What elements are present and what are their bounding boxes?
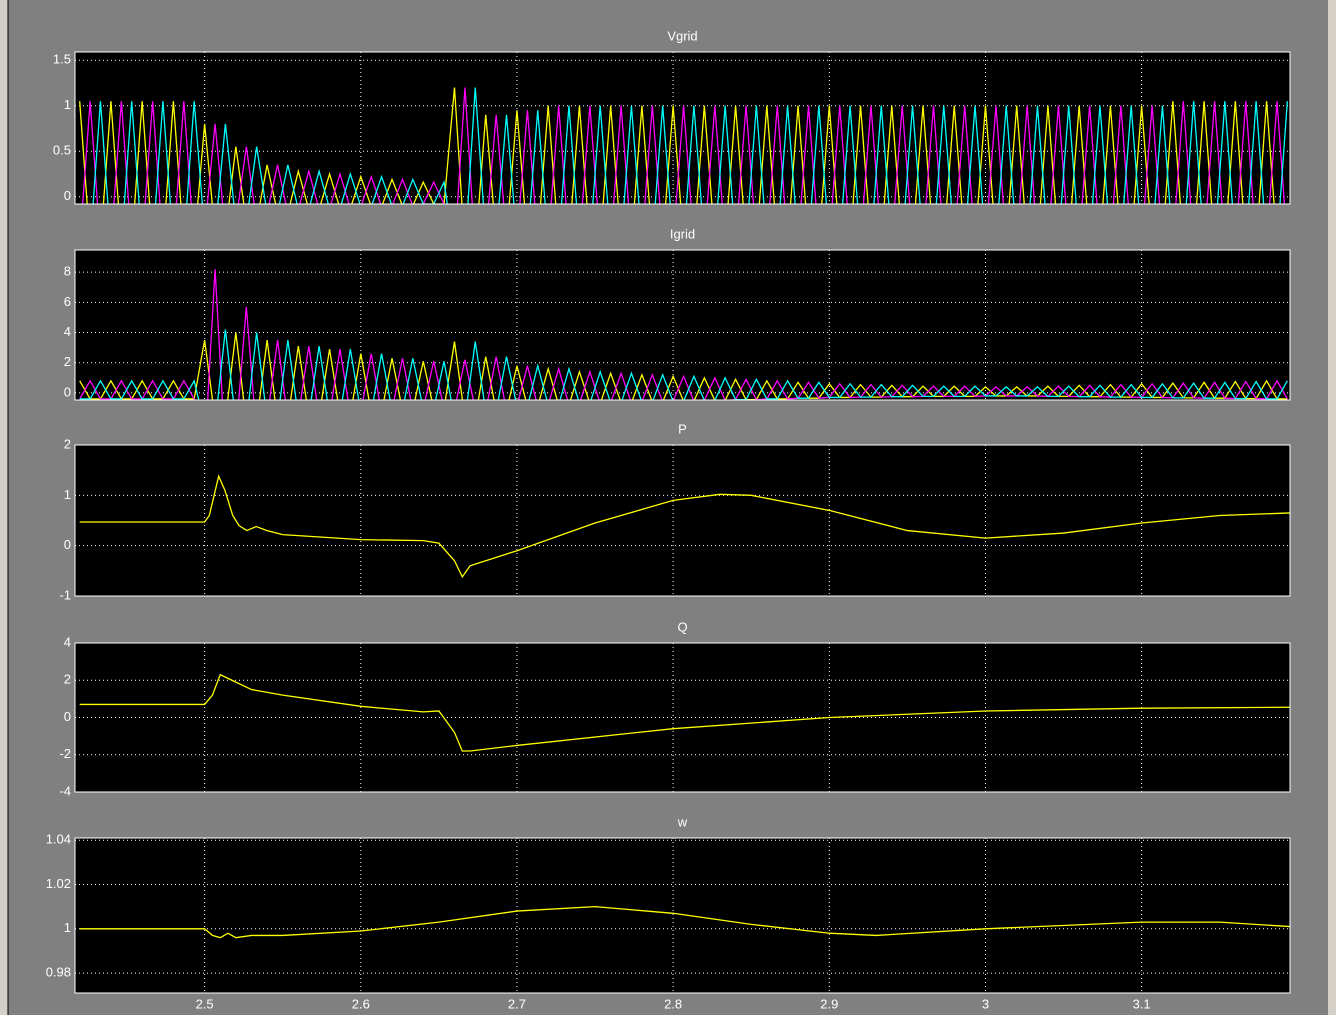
y-tick-label: 1 <box>64 487 71 502</box>
y-tick-label: 0.5 <box>53 143 71 158</box>
plot-border <box>74 837 1291 994</box>
y-tick-label: 0 <box>64 537 71 552</box>
y-tick-label: 2 <box>64 354 71 369</box>
y-tick-label: 1 <box>64 920 71 935</box>
x-tick-label: 2.6 <box>352 996 370 1011</box>
series-line <box>79 329 1288 400</box>
window-edge <box>0 0 8 1015</box>
y-tick-label: 0 <box>64 188 71 203</box>
x-tick-label: 2.9 <box>820 996 838 1011</box>
plot-border <box>74 51 1291 205</box>
y-tick-label: 1.5 <box>53 52 71 67</box>
window-edge-right <box>1328 0 1336 1015</box>
y-tick-label: 8 <box>64 264 71 279</box>
y-tick-label: 0.98 <box>46 965 71 980</box>
series-line <box>79 332 1288 400</box>
x-tick-label: 2.8 <box>664 996 682 1011</box>
series-line <box>79 87 1275 204</box>
plot-border <box>74 249 1291 401</box>
plot-title: Vgrid <box>667 28 697 43</box>
y-tick-label: -4 <box>59 783 71 798</box>
series-line <box>92 87 1288 204</box>
y-tick-label: 2 <box>64 436 71 451</box>
plot-border <box>74 642 1291 793</box>
plot-title: Igrid <box>670 226 695 241</box>
y-tick-label: 1.04 <box>46 832 71 847</box>
x-tick-label: 2.7 <box>508 996 526 1011</box>
x-tick-label: 3.1 <box>1133 996 1151 1011</box>
y-tick-label: -1 <box>59 587 71 602</box>
y-tick-label: 1.02 <box>46 876 71 891</box>
x-tick-label: 3 <box>982 996 989 1011</box>
y-tick-label: 6 <box>64 294 71 309</box>
y-tick-label: -2 <box>59 746 71 761</box>
y-tick-label: 0 <box>64 384 71 399</box>
series-line <box>79 474 1290 579</box>
y-tick-label: 0 <box>64 709 71 724</box>
y-tick-label: 4 <box>64 324 71 339</box>
plot-area <box>74 444 1291 597</box>
series-line <box>79 269 1288 400</box>
x-tick-label: 2.5 <box>196 996 214 1011</box>
series-line <box>79 673 1290 752</box>
plot-title: Q <box>677 619 687 634</box>
y-tick-label: 2 <box>64 672 71 687</box>
series-line <box>82 87 1286 204</box>
y-tick-label: 4 <box>64 634 71 649</box>
plot-area <box>74 837 1291 994</box>
plot-title: P <box>678 421 687 436</box>
series-line <box>79 905 1290 939</box>
plot-title: w <box>677 814 688 829</box>
y-tick-label: 1 <box>64 97 71 112</box>
plot-area <box>74 249 1291 401</box>
plot-border <box>74 444 1291 597</box>
